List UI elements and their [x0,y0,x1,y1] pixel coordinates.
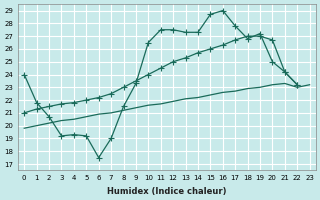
X-axis label: Humidex (Indice chaleur): Humidex (Indice chaleur) [107,187,227,196]
